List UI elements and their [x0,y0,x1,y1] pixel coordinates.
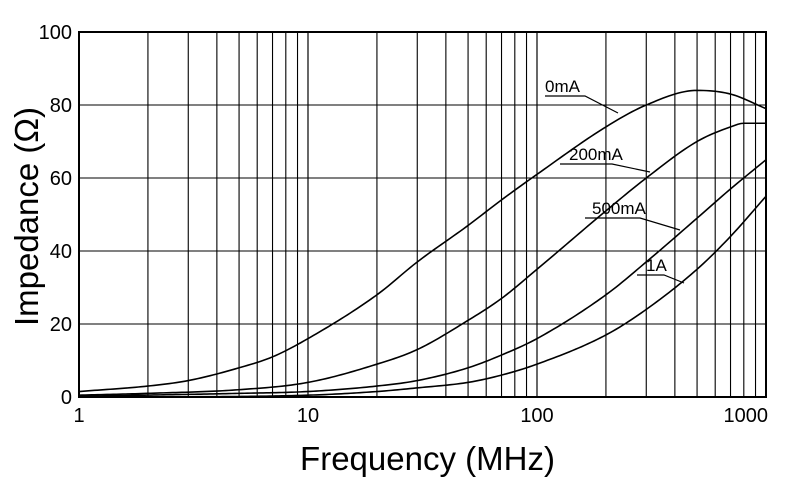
series-line-0ma [78,89,767,393]
leader-line [560,163,651,173]
x-axis-title: Frequency (MHz) [300,440,555,477]
series-line-1a [78,195,767,398]
curve-labels: 0mA 200mA 500mA 1A [545,77,685,284]
curve-label-0ma: 0mA [545,77,581,96]
y-tick-label: 40 [50,241,72,263]
series-lines [78,89,767,398]
y-tick-label: 60 [50,168,72,190]
tick-labels: 0 20 40 60 80 100 1 10 100 1000 [39,22,768,427]
leader-line [637,274,685,284]
x-tick-label: 1 [73,405,84,427]
leader-line [545,95,619,114]
y-tick-label: 20 [50,314,72,336]
leader-line [585,217,681,231]
curve-label-1a: 1A [646,256,667,275]
y-tick-label: 100 [39,22,72,44]
curve-label-200ma: 200mA [569,145,624,164]
grid [79,32,766,397]
curve-label-500ma: 500mA [592,199,647,218]
series-line-200ma [78,122,766,396]
y-tick-label: 0 [61,387,72,409]
y-axis-title: Impedance (Ω) [8,107,45,326]
x-tick-label: 1000 [724,405,769,427]
series-line-500ma [78,159,767,398]
x-tick-label: 10 [297,405,319,427]
y-tick-label: 80 [50,95,72,117]
x-tick-label: 100 [520,405,553,427]
plot-frame [78,31,767,398]
